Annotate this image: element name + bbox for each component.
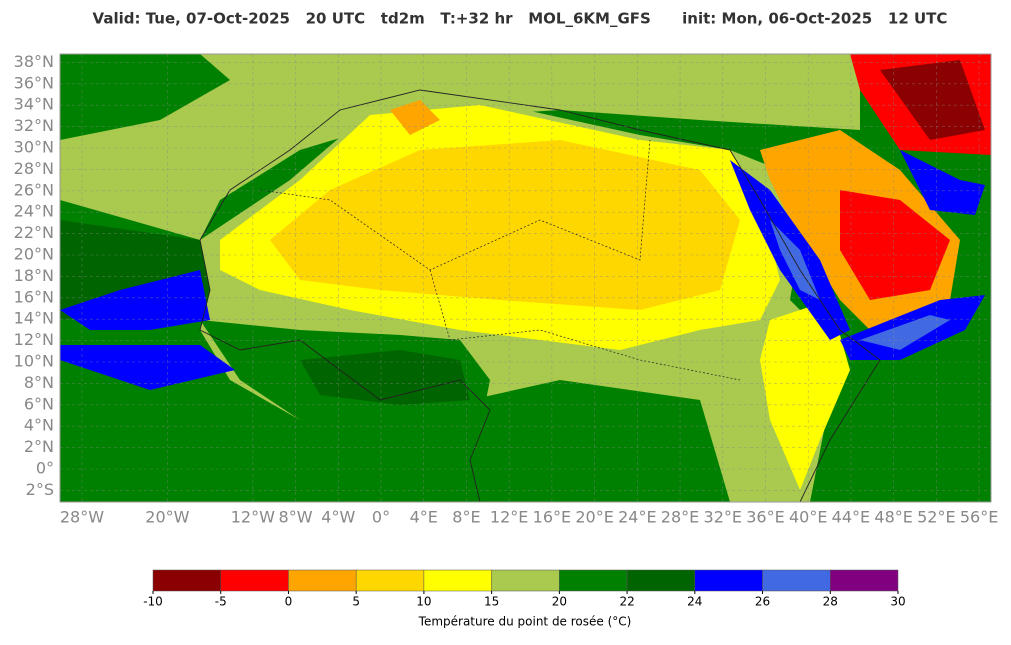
lat-label: 24°N	[14, 202, 54, 221]
colorbar-box	[423, 569, 492, 592]
lat-label: 12°N	[14, 330, 54, 349]
lat-label: 34°N	[14, 95, 54, 114]
colorbar-tick-label: 22	[619, 595, 634, 609]
colorbar-tick-label: -5	[215, 595, 227, 609]
lat-label: 6°N	[24, 394, 54, 413]
lat-label: 26°N	[14, 180, 54, 199]
lat-label: 0°	[36, 459, 54, 478]
lon-label: 12°E	[490, 508, 528, 527]
lat-label: 16°N	[14, 287, 54, 306]
colorbar-box	[762, 569, 831, 592]
colorbar-tick-label: 30	[890, 595, 905, 609]
lon-label: 28°E	[661, 508, 699, 527]
lon-label: 44°E	[832, 508, 870, 527]
lon-label: 40°E	[789, 508, 827, 527]
lon-label: 36°E	[746, 508, 784, 527]
lat-label: 38°N	[14, 52, 54, 71]
colorbar-box	[491, 569, 560, 592]
lat-label: 10°N	[14, 352, 54, 371]
colorbar-box	[830, 569, 899, 592]
colorbar-box	[220, 569, 289, 592]
colorbar-box	[694, 569, 763, 592]
lon-label: 0°	[372, 508, 390, 527]
colorbar-tick-label: 28	[823, 595, 838, 609]
lon-label: 20°E	[575, 508, 613, 527]
colorbar-tick-label: -10	[143, 595, 163, 609]
lat-label: 32°N	[14, 116, 54, 135]
colorbar-tick-label: 15	[484, 595, 499, 609]
colorbar-box	[355, 569, 425, 592]
lon-label: 4°E	[410, 508, 438, 527]
colorbar-box	[559, 569, 628, 592]
colorbar-tick-label: 24	[687, 595, 702, 609]
lon-label: 56°E	[960, 508, 998, 527]
lat-label: 2°S	[26, 480, 54, 499]
colorbar-tick-label: 26	[755, 595, 770, 609]
colorbar-label: Température du point de rosée (°C)	[418, 615, 632, 629]
lat-label: 2°N	[24, 437, 54, 456]
lon-label: 8°W	[279, 508, 313, 527]
lat-label: 30°N	[14, 138, 54, 157]
lon-label: 8°E	[452, 508, 480, 527]
lat-label: 28°N	[14, 159, 54, 178]
colorbar-box	[288, 569, 357, 592]
lat-label: 4°N	[24, 416, 54, 435]
lat-label: 20°N	[14, 245, 54, 264]
colorbar-box	[626, 569, 696, 592]
title: Valid: Tue, 07-Oct-2025 20 UTC td2m T:+3…	[93, 10, 948, 28]
lon-label: 16°E	[533, 508, 571, 527]
lon-label: 52°E	[917, 508, 955, 527]
colorbar-box	[152, 569, 221, 592]
lon-label: 32°E	[704, 508, 742, 527]
colorbar-tick-label: 0	[285, 595, 293, 609]
lon-label: 4°W	[321, 508, 355, 527]
map-frame	[59, 53, 992, 503]
lon-label: 12°W	[231, 508, 275, 527]
lon-label: 20°W	[145, 508, 189, 527]
lat-label: 8°N	[24, 373, 54, 392]
lon-label: 48°E	[874, 508, 912, 527]
lat-label: 14°N	[14, 309, 54, 328]
map	[60, 54, 991, 502]
lat-label: 36°N	[14, 73, 54, 92]
colorbar-tick-label: 5	[352, 595, 360, 609]
lat-label: 22°N	[14, 223, 54, 242]
colorbar-tick-label: 10	[416, 595, 431, 609]
colorbar-tick-label: 20	[552, 595, 567, 609]
lat-label: 18°N	[14, 266, 54, 285]
lon-label: 28°W	[60, 508, 104, 527]
lon-label: 24°E	[618, 508, 656, 527]
